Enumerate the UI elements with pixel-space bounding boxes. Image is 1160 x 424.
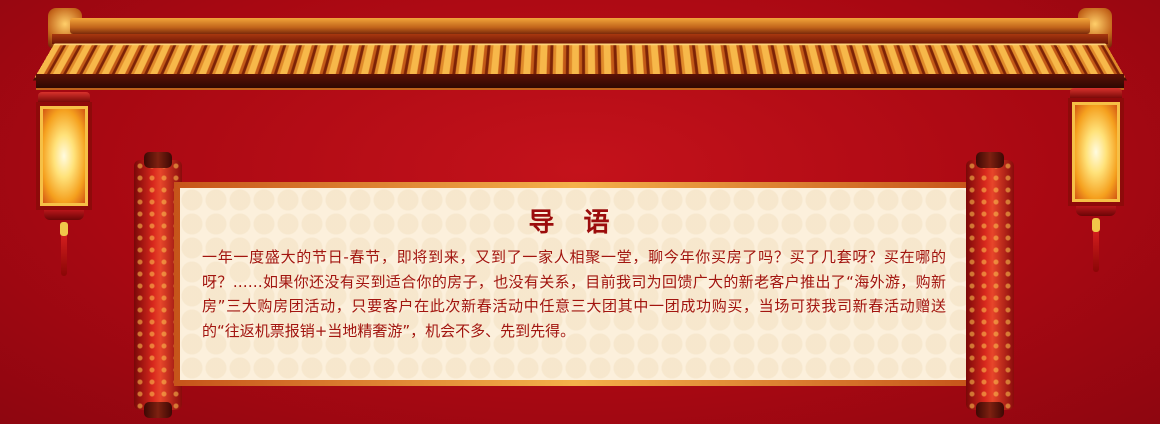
lantern-icon-right: [1068, 88, 1124, 272]
roof-eave: [36, 74, 1124, 90]
lantern-body: [1068, 98, 1124, 206]
scroll-paper: 导 语 一年一度盛大的节日-春节，即将到来，又到了一家人相聚一堂，聊今年你买房了…: [180, 188, 968, 380]
intro-body: 一年一度盛大的节日-春节，即将到来，又到了一家人相聚一堂，聊今年你买房了吗？买了…: [202, 245, 946, 343]
lantern-cap: [1070, 88, 1122, 98]
lantern-base: [1076, 206, 1116, 216]
palace-roof-decoration: [30, 8, 1130, 100]
lantern-cap: [38, 92, 90, 102]
lantern-knot: [60, 222, 68, 236]
scroll-paper-frame: 导 语 一年一度盛大的节日-春节，即将到来，又到了一家人相聚一堂，聊今年你买房了…: [174, 182, 974, 386]
lantern-base: [44, 210, 84, 220]
lantern-icon-left: [36, 92, 92, 276]
lantern-knot: [1092, 218, 1100, 232]
intro-title: 导 语: [202, 202, 946, 239]
scroll-panel: 导 语 一年一度盛大的节日-春节，即将到来，又到了一家人相聚一堂，聊今年你买房了…: [134, 160, 1014, 410]
scroll-rod-right: [966, 160, 1014, 410]
roof-ridge: [70, 18, 1090, 34]
lantern-tassel: [61, 236, 67, 276]
lantern-body: [36, 102, 92, 210]
lantern-tassel: [1093, 232, 1099, 272]
